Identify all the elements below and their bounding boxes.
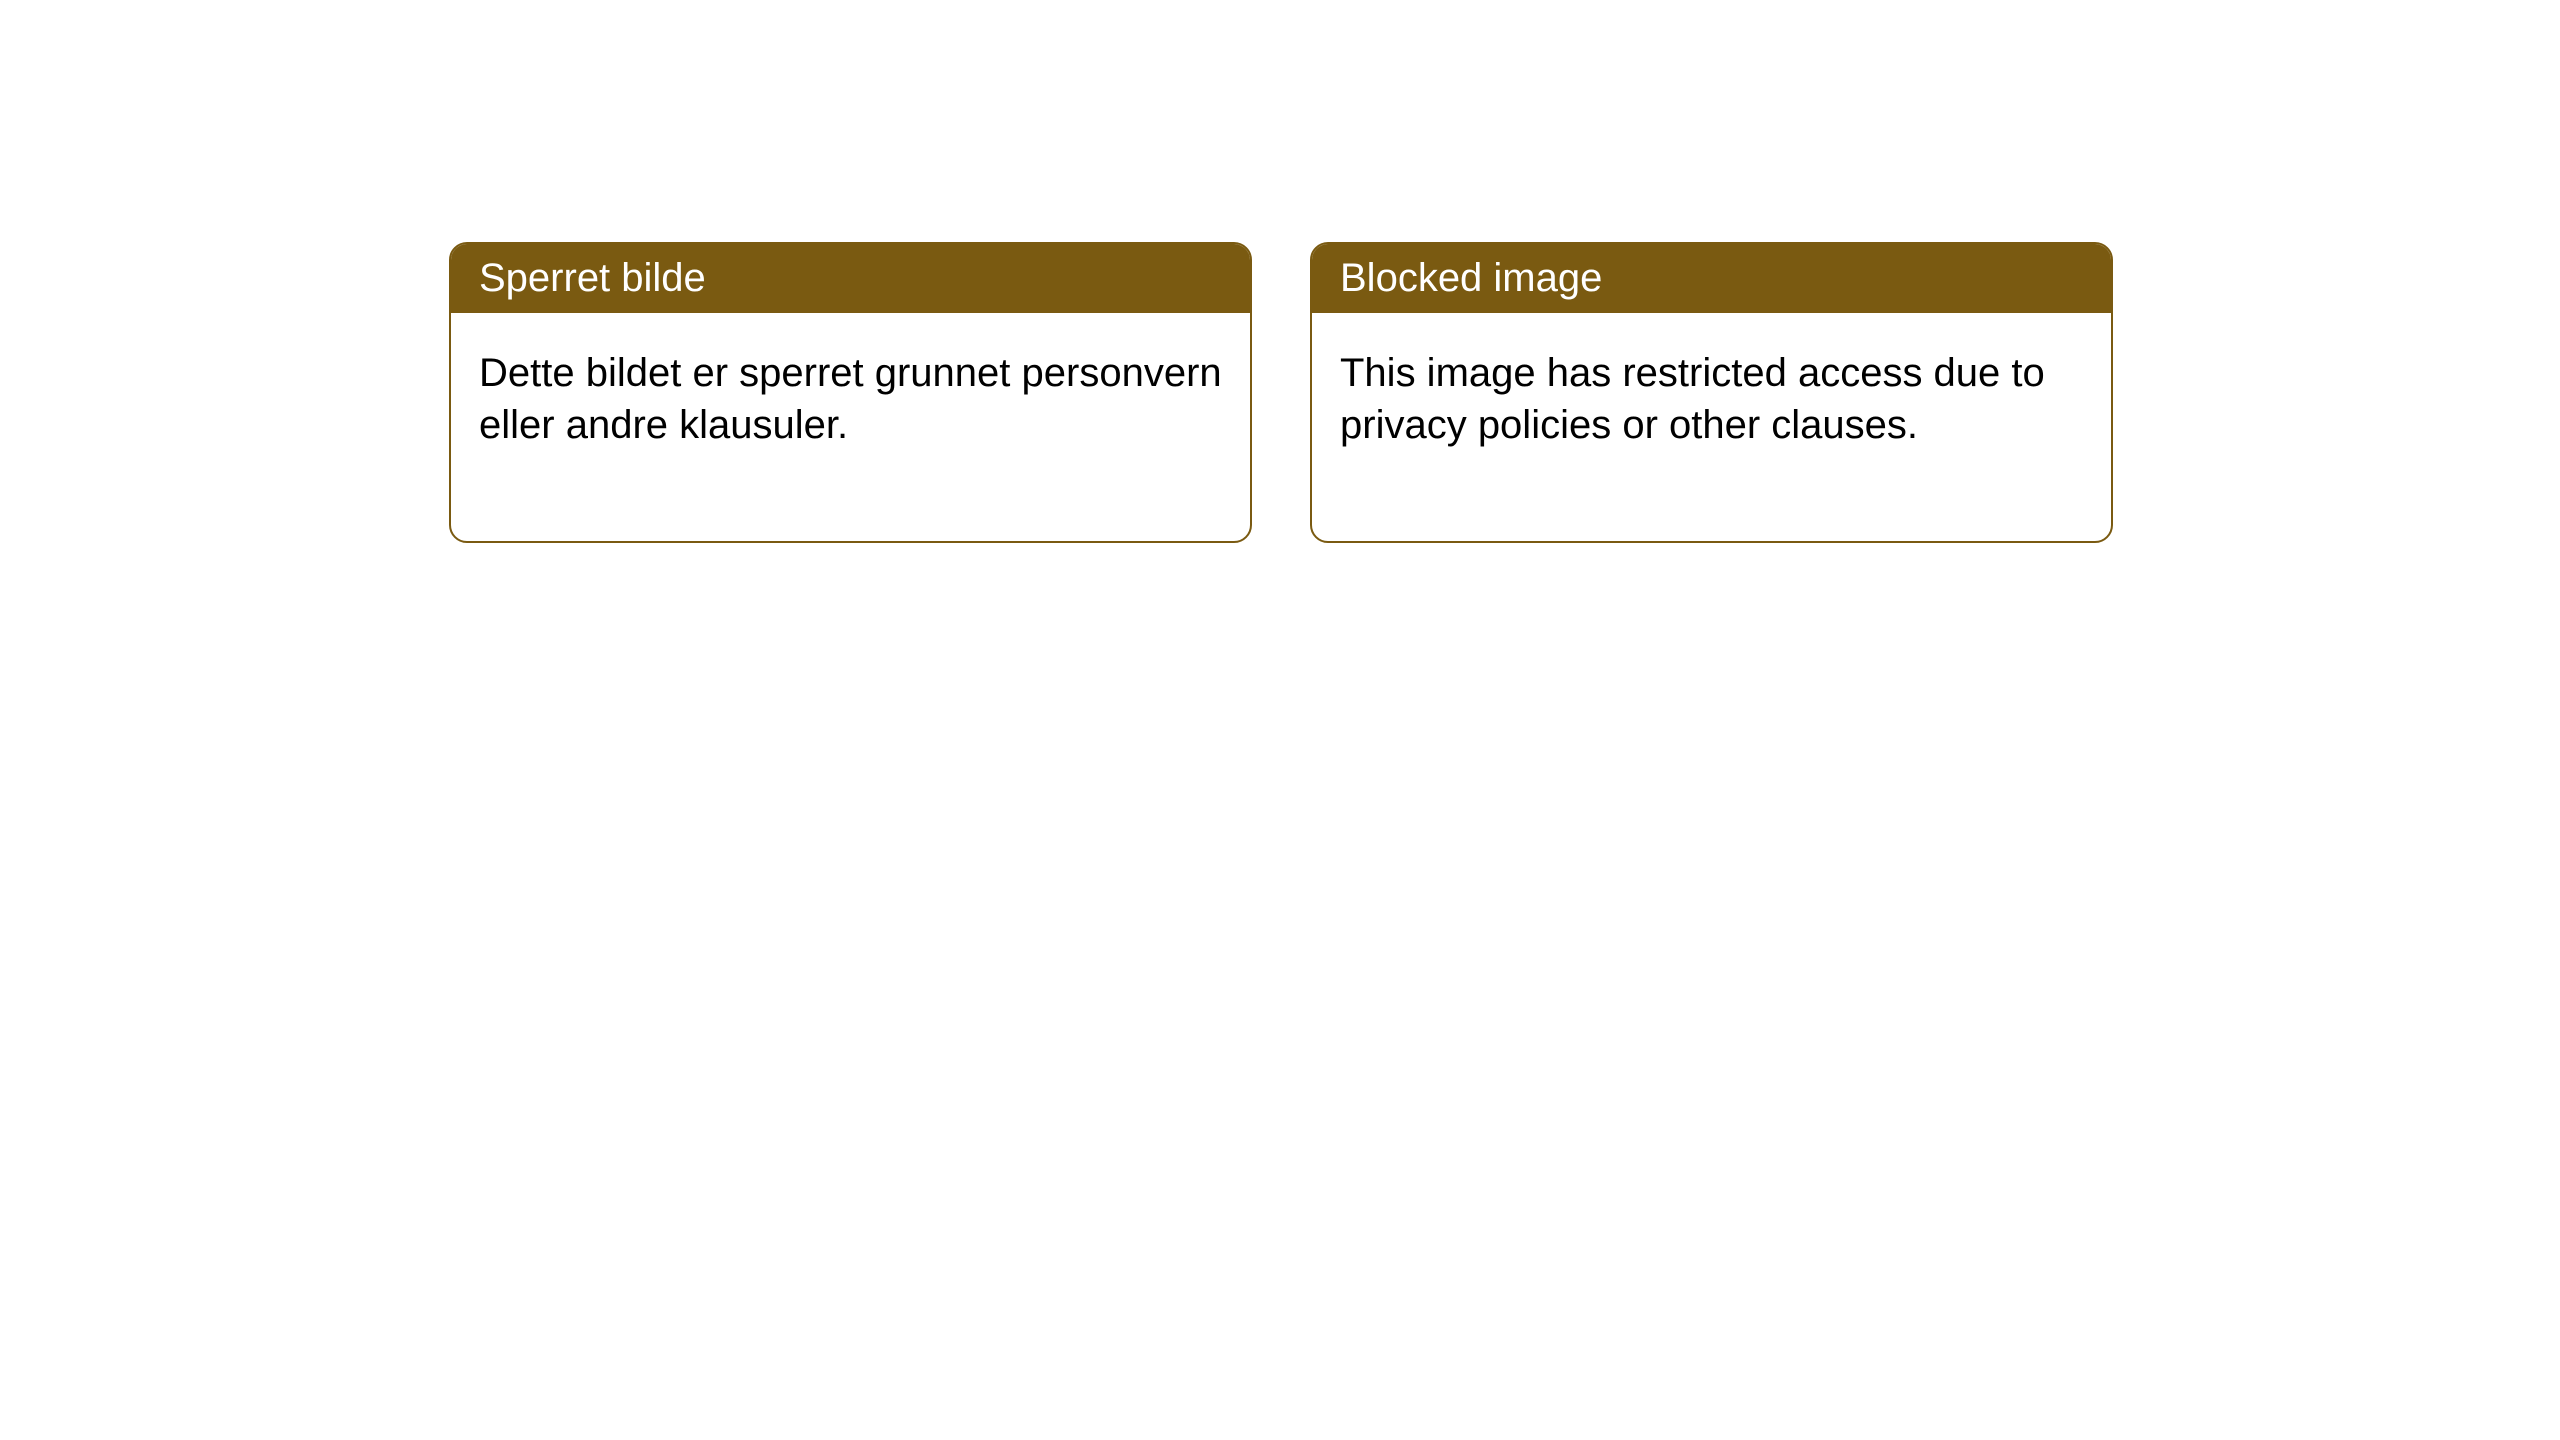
notice-body-text: Dette bildet er sperret grunnet personve…: [479, 351, 1222, 447]
notice-body: This image has restricted access due to …: [1312, 313, 2111, 541]
notice-header: Sperret bilde: [451, 244, 1250, 313]
notice-card-norwegian: Sperret bilde Dette bildet er sperret gr…: [449, 242, 1252, 543]
notice-container: Sperret bilde Dette bildet er sperret gr…: [449, 242, 2113, 543]
notice-body-text: This image has restricted access due to …: [1340, 351, 2045, 447]
notice-header-text: Blocked image: [1340, 256, 1602, 300]
notice-header: Blocked image: [1312, 244, 2111, 313]
notice-body: Dette bildet er sperret grunnet personve…: [451, 313, 1250, 541]
notice-header-text: Sperret bilde: [479, 256, 706, 300]
notice-card-english: Blocked image This image has restricted …: [1310, 242, 2113, 543]
